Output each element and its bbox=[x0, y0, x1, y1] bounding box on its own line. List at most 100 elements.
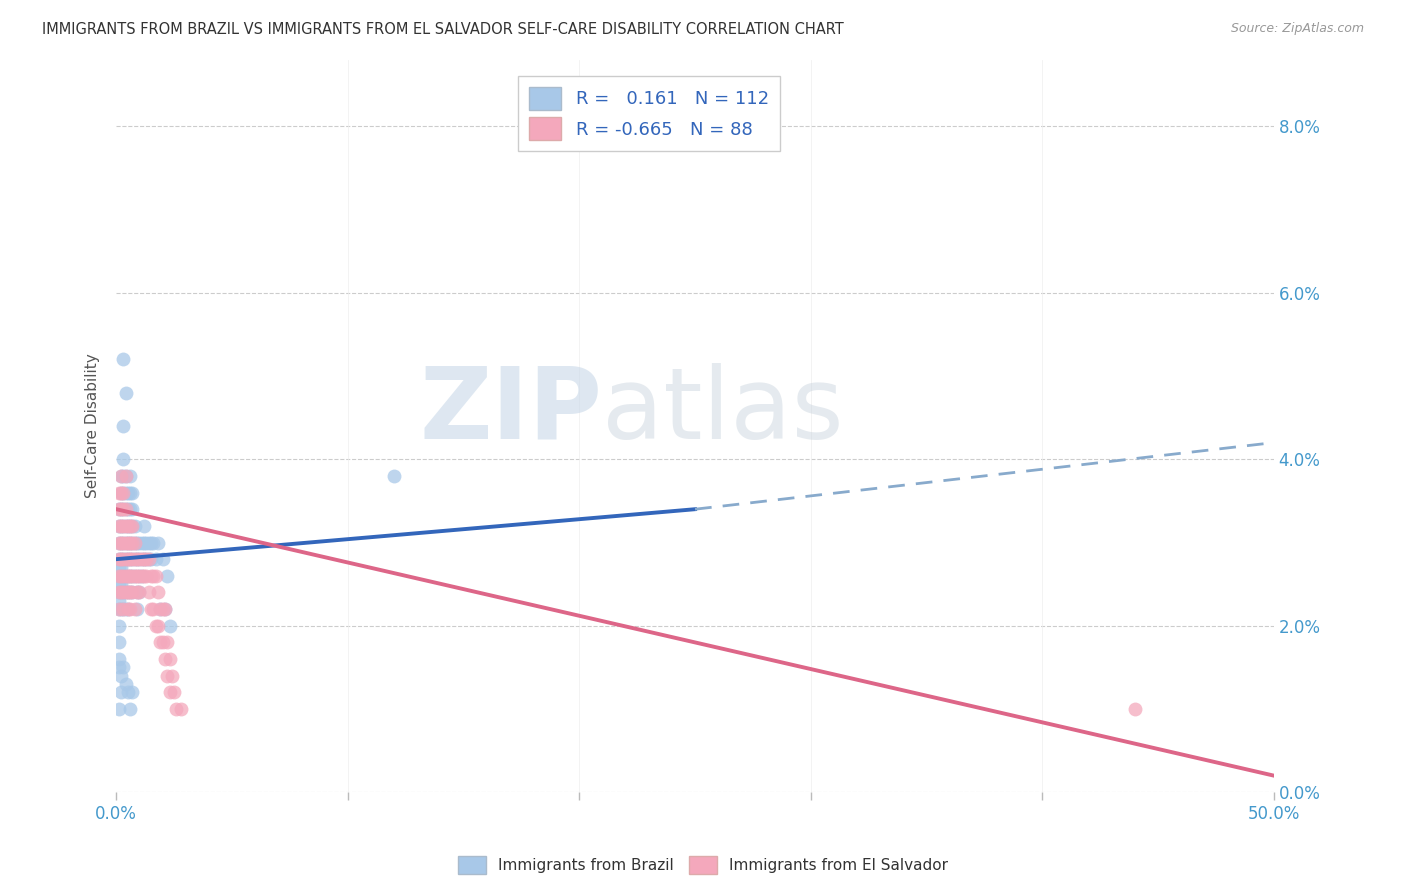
Legend: Immigrants from Brazil, Immigrants from El Salvador: Immigrants from Brazil, Immigrants from … bbox=[453, 850, 953, 880]
Point bbox=[114, 535, 136, 549]
Point bbox=[127, 585, 149, 599]
Point bbox=[107, 594, 129, 608]
Point bbox=[120, 502, 142, 516]
Point bbox=[117, 569, 139, 583]
Point bbox=[124, 552, 146, 566]
Point bbox=[121, 585, 143, 599]
Point bbox=[120, 569, 142, 583]
Point bbox=[163, 685, 186, 699]
Point bbox=[114, 502, 136, 516]
Point bbox=[159, 652, 181, 666]
Point bbox=[121, 535, 143, 549]
Point bbox=[107, 569, 129, 583]
Point bbox=[110, 685, 132, 699]
Text: Source: ZipAtlas.com: Source: ZipAtlas.com bbox=[1230, 22, 1364, 36]
Point bbox=[121, 569, 143, 583]
Point bbox=[112, 569, 135, 583]
Point bbox=[120, 585, 142, 599]
Point bbox=[112, 569, 135, 583]
Point bbox=[156, 635, 179, 649]
Point bbox=[131, 569, 153, 583]
Point bbox=[124, 519, 146, 533]
Point bbox=[107, 519, 129, 533]
Point bbox=[110, 569, 132, 583]
Point bbox=[114, 535, 136, 549]
Point bbox=[120, 702, 142, 716]
Point bbox=[110, 669, 132, 683]
Point bbox=[117, 552, 139, 566]
Point bbox=[107, 585, 129, 599]
Point bbox=[110, 485, 132, 500]
Point bbox=[124, 535, 146, 549]
Point bbox=[127, 585, 149, 599]
Point bbox=[131, 535, 153, 549]
Point bbox=[110, 585, 132, 599]
Point bbox=[112, 585, 135, 599]
Point bbox=[124, 569, 146, 583]
Point bbox=[117, 535, 139, 549]
Point bbox=[135, 552, 157, 566]
Point bbox=[107, 652, 129, 666]
Point bbox=[107, 619, 129, 633]
Point bbox=[145, 619, 167, 633]
Point bbox=[114, 569, 136, 583]
Point bbox=[132, 569, 155, 583]
Point bbox=[114, 519, 136, 533]
Point bbox=[112, 519, 135, 533]
Point bbox=[128, 569, 150, 583]
Point bbox=[112, 585, 135, 599]
Point bbox=[110, 502, 132, 516]
Point bbox=[132, 535, 155, 549]
Point bbox=[110, 585, 132, 599]
Point bbox=[121, 552, 143, 566]
Point bbox=[124, 569, 146, 583]
Point bbox=[110, 535, 132, 549]
Point bbox=[110, 552, 132, 566]
Point bbox=[110, 469, 132, 483]
Point bbox=[153, 602, 176, 616]
Point bbox=[153, 602, 176, 616]
Point bbox=[107, 560, 129, 574]
Point bbox=[121, 585, 143, 599]
Point bbox=[121, 502, 143, 516]
Point bbox=[107, 552, 129, 566]
Y-axis label: Self-Care Disability: Self-Care Disability bbox=[86, 353, 100, 499]
Point bbox=[127, 552, 149, 566]
Point bbox=[112, 602, 135, 616]
Point bbox=[112, 419, 135, 434]
Point bbox=[156, 669, 179, 683]
Point bbox=[146, 535, 169, 549]
Point bbox=[112, 552, 135, 566]
Point bbox=[121, 519, 143, 533]
Point bbox=[107, 602, 129, 616]
Point bbox=[110, 577, 132, 591]
Point bbox=[107, 519, 129, 533]
Point bbox=[117, 502, 139, 516]
Point bbox=[110, 552, 132, 566]
Point bbox=[107, 535, 129, 549]
Point bbox=[117, 685, 139, 699]
Point bbox=[110, 560, 132, 574]
Point bbox=[114, 552, 136, 566]
Point bbox=[120, 535, 142, 549]
Legend: R =   0.161   N = 112, R = -0.665   N = 88: R = 0.161 N = 112, R = -0.665 N = 88 bbox=[517, 76, 779, 152]
Point bbox=[142, 569, 165, 583]
Point bbox=[110, 602, 132, 616]
Point bbox=[121, 485, 143, 500]
Point bbox=[114, 519, 136, 533]
Point bbox=[160, 669, 183, 683]
Point bbox=[114, 385, 136, 400]
Point bbox=[156, 569, 179, 583]
Point bbox=[139, 552, 162, 566]
Point bbox=[131, 569, 153, 583]
Point bbox=[127, 535, 149, 549]
Point bbox=[121, 685, 143, 699]
Point bbox=[112, 602, 135, 616]
Point bbox=[121, 519, 143, 533]
Point bbox=[124, 552, 146, 566]
Point bbox=[120, 552, 142, 566]
Point bbox=[131, 552, 153, 566]
Point bbox=[114, 485, 136, 500]
Point bbox=[114, 502, 136, 516]
Point bbox=[107, 502, 129, 516]
